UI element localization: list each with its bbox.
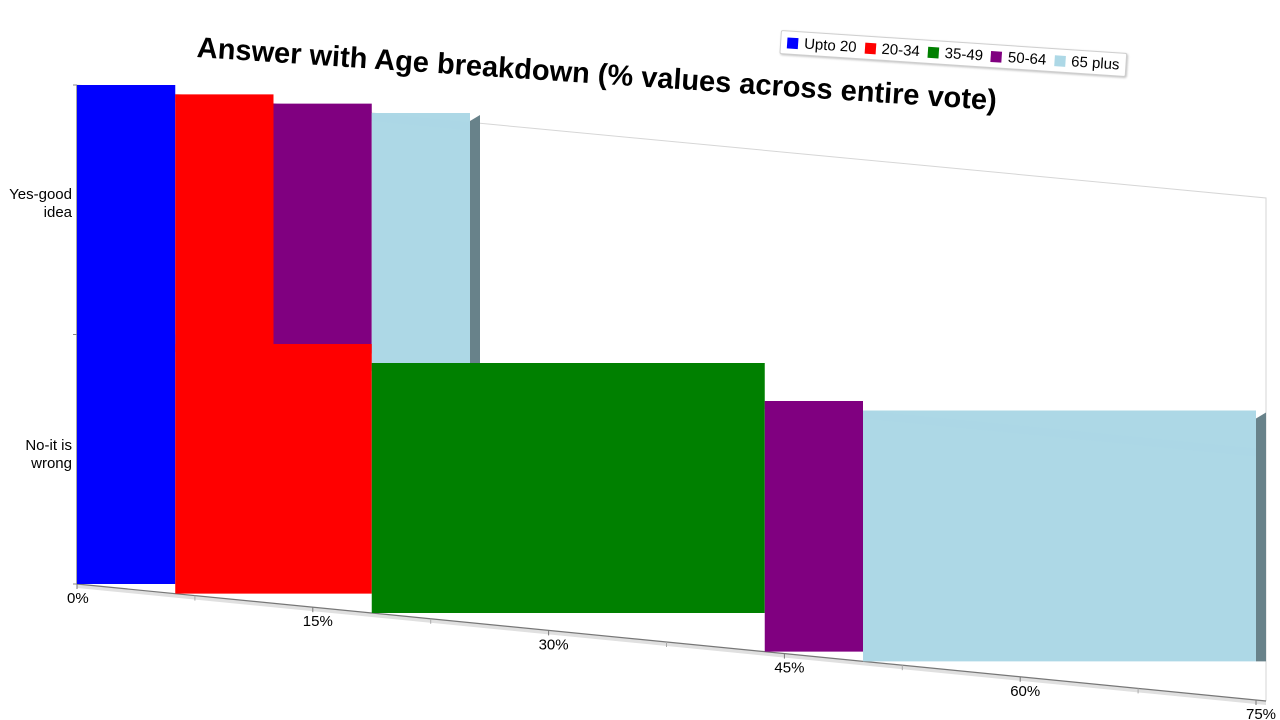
- x-tick-label: 30%: [539, 636, 569, 653]
- bar-top-face: [371, 363, 765, 409]
- x-axis-line: [76, 583, 1267, 702]
- bar-segment-0-50-64: [273, 103, 372, 354]
- category-label-no: No-it is wrong: [0, 437, 72, 473]
- bar-segment-1-65-plus: [863, 410, 1256, 662]
- x-axis-ticks: 0% 15% 30% 45% 60% 75%: [67, 584, 1276, 720]
- bar-top-face: [764, 401, 863, 419]
- x-tick-label: 60%: [1010, 683, 1040, 700]
- bar-top-face: [175, 344, 372, 371]
- bar-top-face: [77, 334, 176, 352]
- bars-group: [77, 85, 1266, 662]
- bar-top-face: [273, 103, 372, 121]
- bar-side-face: [1256, 412, 1266, 662]
- x-tick-label: 15%: [303, 613, 333, 630]
- bar-segment-0-20-34: [175, 94, 274, 344]
- bar-top-face: [371, 113, 470, 131]
- bar-side-face: [470, 115, 480, 363]
- category-label-line: Yes-good: [9, 186, 72, 203]
- bar-segment-1-upto-20: [77, 334, 176, 584]
- bar-segment-1-20-34: [175, 344, 372, 594]
- bar-segment-0-upto-20: [77, 85, 176, 335]
- bar-segment-1-50-64: [764, 401, 863, 652]
- bar-segment-0-65-plus: [371, 113, 470, 363]
- x-tick-label: 75%: [1246, 706, 1276, 720]
- bar-segment-1-35-49: [371, 363, 765, 613]
- category-label-yes: Yes-good idea: [0, 186, 72, 222]
- x-tick-label: 0%: [67, 590, 89, 607]
- x-axis-floor: [77, 584, 1266, 705]
- category-label-line: wrong: [31, 455, 72, 472]
- bar-top-face: [77, 85, 176, 103]
- bar-top-face: [863, 410, 1256, 457]
- category-label-line: idea: [43, 204, 72, 221]
- bar-top-face: [175, 94, 274, 112]
- category-label-line: No-it is: [25, 437, 72, 454]
- x-tick-label: 45%: [774, 660, 804, 677]
